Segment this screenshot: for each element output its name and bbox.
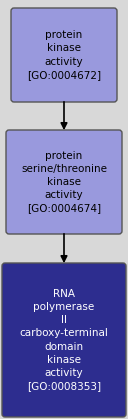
FancyBboxPatch shape <box>11 8 117 102</box>
FancyBboxPatch shape <box>2 263 126 417</box>
Text: protein
serine/threonine
kinase
activity
[GO:0004674]: protein serine/threonine kinase activity… <box>21 150 107 213</box>
Text: protein
kinase
activity
[GO:0004672]: protein kinase activity [GO:0004672] <box>27 30 101 80</box>
FancyBboxPatch shape <box>6 130 122 234</box>
Text: RNA
polymerase
II
carboxy-terminal
domain
kinase
activity
[GO:0008353]: RNA polymerase II carboxy-terminal domai… <box>20 289 108 391</box>
